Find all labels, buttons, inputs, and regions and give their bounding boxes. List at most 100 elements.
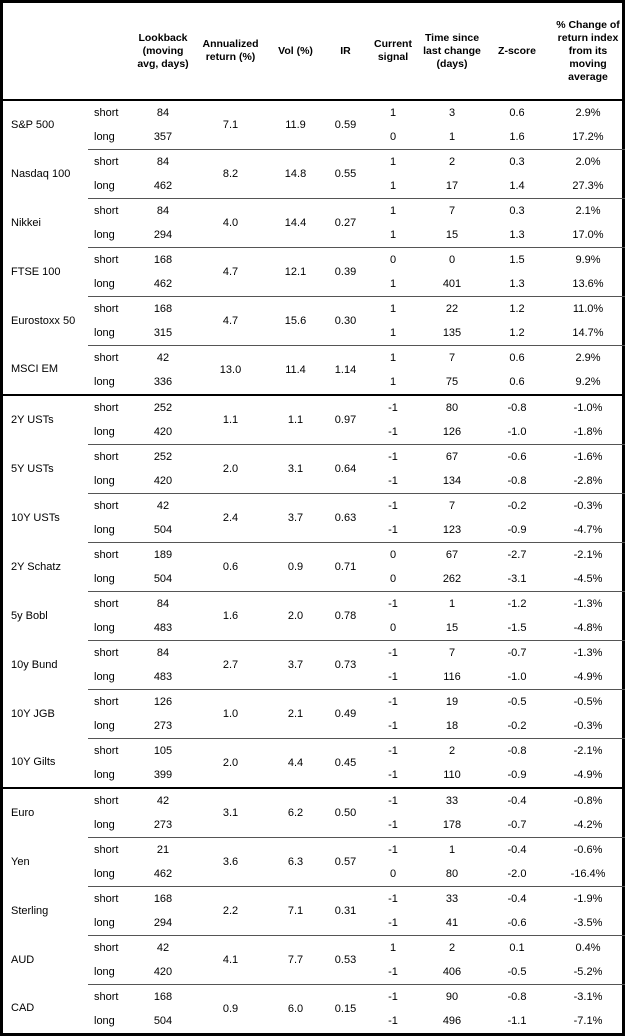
- annualized-return-cell: 1.6: [193, 591, 268, 641]
- z-score-cell: -0.2: [507, 719, 527, 732]
- pct-change-cell: 9.9%: [548, 247, 625, 272]
- lookback-cell: 273: [153, 719, 173, 732]
- leg-cell-long: long: [94, 523, 115, 536]
- col-header-asset: [3, 3, 88, 101]
- pct-change-cell: -4.5%: [573, 572, 603, 585]
- annualized-return-cell: 3.6: [193, 837, 268, 887]
- time-since-cell: 1: [448, 130, 456, 143]
- asset-name-cell: S&P 500: [11, 118, 55, 131]
- asset-row-long: long 462 1 17 1.4 27.3%: [3, 174, 625, 199]
- signal-cell: 1: [368, 198, 418, 223]
- leg-cell-short: short: [88, 787, 133, 813]
- z-score-cell: -0.4: [486, 886, 548, 911]
- asset-name-cell: AUD: [11, 953, 35, 966]
- signal-cell: 0: [389, 621, 397, 634]
- pct-change-cell: 13.6%: [572, 277, 604, 290]
- time-since-cell: 75: [445, 375, 459, 388]
- z-score-cell: -0.8: [486, 394, 548, 420]
- vol-cell: 14.4: [268, 198, 323, 248]
- annualized-return-cell: 2.7: [193, 640, 268, 690]
- ir-cell: 0.64: [323, 444, 368, 494]
- z-score-cell: -0.6: [507, 916, 527, 929]
- z-score-cell: 1.2: [509, 326, 525, 339]
- asset-row-long: long 483 -1 116 -1.0 -4.9%: [3, 665, 625, 690]
- vol-cell: 6.3: [268, 837, 323, 887]
- annualized-return-cell: 13.0: [193, 345, 268, 395]
- time-since-cell: 2: [418, 935, 486, 960]
- leg-cell-short: short: [88, 689, 133, 714]
- time-since-cell: 1: [418, 837, 486, 862]
- signal-cell: -1: [368, 984, 418, 1009]
- signal-cell: -1: [368, 787, 418, 813]
- z-score-cell: 1.3: [509, 228, 525, 241]
- z-score-cell: -0.2: [486, 493, 548, 518]
- z-score-cell: -1.2: [486, 591, 548, 616]
- leg-cell-long: long: [94, 965, 115, 978]
- asset-row-long: long 294 -1 41 -0.6 -3.5%: [3, 911, 625, 936]
- lookback-cell: 294: [153, 916, 173, 929]
- lookback-cell: 357: [153, 130, 173, 143]
- pct-change-cell: 2.0%: [548, 149, 625, 174]
- asset-row-short: Euro short 42 3.1 6.2 0.50 -1 33 -0.4 -0.8%: [3, 787, 625, 838]
- signal-cell: 1: [368, 296, 418, 321]
- time-since-cell: 41: [445, 916, 459, 929]
- z-score-cell: 1.6: [509, 130, 525, 143]
- leg-cell-short: short: [88, 296, 133, 321]
- z-score-cell: -1.0: [507, 670, 527, 683]
- asset-row-long: long 357 0 1 1.6 17.2%: [3, 125, 625, 150]
- leg-cell-short: short: [88, 149, 133, 174]
- ir-cell: 0.50: [323, 787, 368, 838]
- vol-cell: 4.4: [268, 738, 323, 788]
- leg-cell-long: long: [94, 375, 115, 388]
- vol-cell: 14.8: [268, 149, 323, 199]
- time-since-cell: 18: [445, 719, 459, 732]
- pct-change-cell: 2.9%: [548, 345, 625, 370]
- pct-change-cell: -5.2%: [573, 965, 603, 978]
- time-since-cell: 67: [418, 542, 486, 567]
- signal-cell: -1: [388, 768, 398, 781]
- pct-change-cell: 27.3%: [572, 179, 604, 192]
- asset-row-short: CAD short 168 0.9 6.0 0.15 -1 90 -0.8 -3.1%: [3, 984, 625, 1033]
- lookback-cell: 84: [133, 198, 193, 223]
- lookback-cell: 504: [153, 1014, 173, 1027]
- vol-cell: 12.1: [268, 247, 323, 297]
- signal-cell: 0: [389, 572, 397, 585]
- z-score-cell: -1.1: [507, 1014, 527, 1027]
- time-since-cell: 33: [418, 787, 486, 813]
- annualized-return-cell: 3.1: [193, 787, 268, 838]
- vol-cell: 1.1: [268, 394, 323, 445]
- signal-cell: 1: [389, 326, 397, 339]
- pct-change-cell: 17.2%: [572, 130, 604, 143]
- annualized-return-cell: 4.7: [193, 247, 268, 297]
- lookback-cell: 126: [133, 689, 193, 714]
- signal-cell: -1: [388, 818, 398, 831]
- lookback-cell: 84: [156, 106, 170, 119]
- asset-name-cell: Yen: [11, 855, 30, 868]
- ir-cell: 0.45: [323, 738, 368, 788]
- time-since-cell: 7: [418, 640, 486, 665]
- pct-change-cell: 0.4%: [548, 935, 625, 960]
- vol-cell: 6.2: [268, 787, 323, 838]
- annualized-return-cell: 1.1: [193, 394, 268, 445]
- ir-cell: 0.27: [323, 198, 368, 248]
- time-since-cell: 22: [418, 296, 486, 321]
- asset-row-long: long 504 -1 123 -0.9 -4.7%: [3, 518, 625, 543]
- asset-row-long: long 462 1 401 1.3 13.6%: [3, 272, 625, 297]
- asset-name-cell: Sterling: [11, 904, 49, 917]
- time-since-cell: 126: [442, 425, 462, 438]
- asset-row-short: AUD short 42 4.1 7.7 0.53 1 2 0.1 0.4%: [3, 935, 625, 985]
- ir-cell: 0.49: [323, 689, 368, 739]
- asset-row-long: long 399 -1 110 -0.9 -4.9%: [3, 763, 625, 788]
- time-since-cell: 7: [418, 345, 486, 370]
- leg-cell-long: long: [94, 719, 115, 732]
- time-since-cell: 135: [442, 326, 462, 339]
- lookback-cell: 168: [133, 984, 193, 1009]
- pct-change-cell: -4.8%: [573, 621, 603, 634]
- ir-cell: 0.30: [323, 296, 368, 346]
- leg-cell-long: long: [94, 1014, 115, 1027]
- col-header-time-since-change: Time since last change (days): [418, 3, 486, 101]
- asset-row-short: 10Y JGB short 126 1.0 2.1 0.49 -1 19 -0.5 -0.5%: [3, 689, 625, 739]
- signal-cell: -1: [368, 444, 418, 469]
- asset-row-short: S&P 500 short 84 7.1 11.9 0.59 1 3 0.6 2.9%: [3, 100, 625, 131]
- pct-change-cell: -1.3%: [548, 591, 625, 616]
